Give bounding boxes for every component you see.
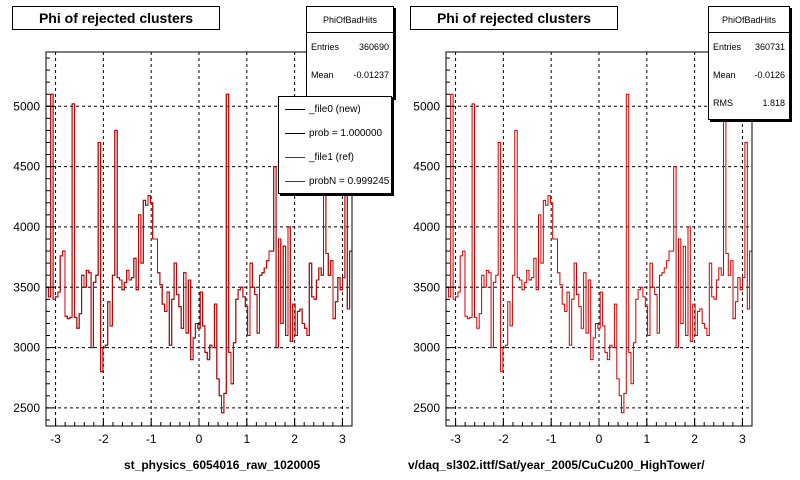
legend-entry-file0: _file0 (new) xyxy=(279,97,391,121)
left-x-axis-label: st_physics_6054016_raw_1020005 xyxy=(124,458,321,472)
right-stats-name: PhiOfBadHits xyxy=(709,7,789,33)
right-x-tick-label: -3 xyxy=(450,432,461,446)
right-y-tick-label: 2500 xyxy=(413,401,440,415)
left-x-tick-label: -3 xyxy=(50,432,61,446)
right-x-tick-label: 3 xyxy=(739,432,746,446)
left-histogram-canvas: -3 -2 -1 0 1 2 3 2500 3000 3500 4000 4500 5000 xyxy=(13,51,353,446)
left-x-tick-label: 0 xyxy=(196,432,203,446)
legend-entry-prob: prob = 1.000000 xyxy=(279,121,391,145)
right-histogram-pad: -3 -2 -1 0 1 2 3 2500 3000 3500 4000 4500 5000 Phi o… xyxy=(400,0,800,480)
left-stats-mean-value: -0.01237 xyxy=(353,70,389,80)
left-y-tick-label: 2500 xyxy=(13,401,40,415)
legend-label-file0: _file0 (new) xyxy=(309,103,361,115)
right-x-tick-label: 2 xyxy=(691,432,698,446)
right-stats-row-rms: RMS 1.818 xyxy=(709,89,789,117)
left-y-tick-label: 4000 xyxy=(13,220,40,234)
legend-label-probn: probN = 0.999245 xyxy=(309,175,390,187)
legend-label-file1: _file1 (ref) xyxy=(309,151,355,163)
left-stats-row-entries: Entries 360690 xyxy=(307,33,393,61)
left-x-tick-label: -1 xyxy=(146,432,157,446)
legend-swatch-probn xyxy=(285,180,305,182)
left-chart-title: Phi of rejected clusters xyxy=(12,6,220,30)
left-y-tick-label: 4500 xyxy=(13,160,40,174)
left-histogram-pad: -3 -2 -1 0 1 2 3 2500 3000 3500 4000 4500 5000 Phi o… xyxy=(12,6,394,472)
left-y-tick-label: 5000 xyxy=(13,99,40,113)
left-x-tick-label: 2 xyxy=(291,432,298,446)
left-y-tick-label: 3000 xyxy=(13,341,40,355)
right-stats-rms-label: RMS xyxy=(713,98,733,108)
right-stats-rms-value: 1.818 xyxy=(762,98,785,108)
right-series-line-0 xyxy=(446,74,752,414)
right-y-tick-label: 5000 xyxy=(413,99,440,113)
left-stats-mean-label: Mean xyxy=(311,70,334,80)
right-stats-mean-label: Mean xyxy=(713,70,736,80)
right-x-tick-label: 1 xyxy=(643,432,650,446)
left-stats-entries-label: Entries xyxy=(311,42,340,52)
legend-label-prob: prob = 1.000000 xyxy=(309,127,383,139)
right-x-tick-label: -1 xyxy=(546,432,557,446)
right-y-tick-label: 3000 xyxy=(413,341,440,355)
left-stats-row-mean: Mean -0.01237 xyxy=(307,61,393,89)
right-y-tick-label: 3500 xyxy=(413,280,440,294)
right-y-tick-label: 4500 xyxy=(413,160,440,174)
legend-swatch-file1 xyxy=(285,156,305,158)
left-x-tick-label: 1 xyxy=(243,432,250,446)
right-x-tick-label: 0 xyxy=(596,432,603,446)
right-y-tick-label: 4000 xyxy=(413,220,440,234)
right-stats-entries-label: Entries xyxy=(713,42,742,52)
right-x-axis-label: v/daq_sl302.ittf/Sat/year_2005/CuCu200_H… xyxy=(408,458,705,472)
legend-swatch-prob xyxy=(285,132,305,134)
right-stats-entries-value: 360731 xyxy=(754,42,785,52)
left-stats-box: PhiOfBadHits Entries 360690 Mean -0.0123… xyxy=(306,6,394,98)
left-series-line-1 xyxy=(46,74,352,414)
right-chart-title: Phi of rejected clusters xyxy=(410,6,618,30)
right-stats-mean-value: -0.0126 xyxy=(754,70,785,80)
left-stats-name: PhiOfBadHits xyxy=(307,7,393,33)
right-x-tick-label: -2 xyxy=(498,432,509,446)
left-x-tick-label: -2 xyxy=(98,432,109,446)
left-x-tick-label: 3 xyxy=(339,432,346,446)
left-y-tick-label: 3500 xyxy=(13,280,40,294)
comparison-legend: _file0 (new) prob = 1.000000 _file1 (ref… xyxy=(278,96,392,194)
right-stats-row-entries: Entries 360731 xyxy=(709,33,789,61)
right-stats-box: PhiOfBadHits Entries 360731 Mean -0.0126… xyxy=(708,6,790,120)
legend-entry-file1: _file1 (ref) xyxy=(279,145,391,169)
legend-swatch-file0 xyxy=(285,108,305,110)
legend-entry-probn: probN = 0.999245 xyxy=(279,169,391,193)
right-histogram-canvas: -3 -2 -1 0 1 2 3 2500 3000 3500 4000 4500 5000 xyxy=(413,51,753,446)
right-stats-row-mean: Mean -0.0126 xyxy=(709,61,789,89)
left-stats-entries-value: 360690 xyxy=(358,42,389,52)
